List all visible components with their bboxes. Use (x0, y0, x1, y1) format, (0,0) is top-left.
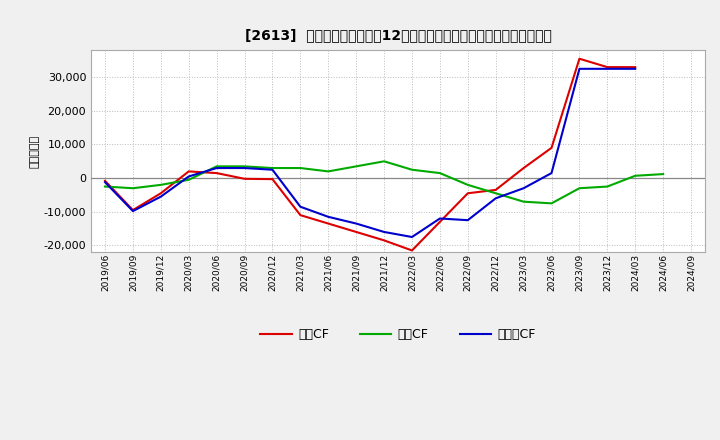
投資CF (575, 186, 584, 191)
営業CF (212, 170, 221, 176)
営業CF (436, 219, 444, 224)
営業CF (129, 207, 138, 213)
営業CF (491, 187, 500, 193)
フリーCF (184, 174, 193, 179)
フリーCF (547, 170, 556, 176)
投資CF (268, 165, 276, 171)
フリーCF (575, 66, 584, 71)
Legend: 営業CF, 投資CF, フリーCF: 営業CF, 投資CF, フリーCF (256, 323, 541, 346)
投資CF (156, 182, 165, 187)
Title: [2613]  キャッシュフローの12か月移動合計の対前年同期増減額の推移: [2613] キャッシュフローの12か月移動合計の対前年同期増減額の推移 (245, 28, 552, 42)
投資CF (212, 164, 221, 169)
フリーCF (491, 196, 500, 201)
営業CF (101, 178, 109, 183)
営業CF (631, 65, 639, 70)
営業CF (268, 176, 276, 182)
投資CF (519, 199, 528, 204)
フリーCF (352, 221, 361, 226)
営業CF (547, 145, 556, 150)
フリーCF (631, 66, 639, 71)
Line: フリーCF: フリーCF (105, 69, 635, 237)
投資CF (547, 201, 556, 206)
フリーCF (379, 229, 388, 235)
投資CF (129, 186, 138, 191)
投資CF (184, 177, 193, 183)
投資CF (324, 169, 333, 174)
投資CF (464, 182, 472, 187)
フリーCF (603, 66, 612, 71)
フリーCF (156, 194, 165, 199)
営業CF (240, 176, 249, 181)
フリーCF (408, 235, 416, 240)
フリーCF (436, 216, 444, 221)
営業CF (352, 229, 361, 235)
投資CF (352, 164, 361, 169)
投資CF (436, 170, 444, 176)
Y-axis label: （百万円）: （百万円） (30, 135, 40, 168)
フリーCF (101, 180, 109, 185)
営業CF (296, 213, 305, 218)
投資CF (631, 173, 639, 178)
営業CF (184, 169, 193, 174)
投資CF (296, 165, 305, 171)
フリーCF (324, 214, 333, 220)
フリーCF (464, 217, 472, 223)
営業CF (156, 191, 165, 196)
フリーCF (129, 209, 138, 214)
フリーCF (268, 167, 276, 172)
営業CF (464, 191, 472, 196)
フリーCF (519, 186, 528, 191)
Line: 営業CF: 営業CF (105, 59, 635, 250)
投資CF (240, 164, 249, 169)
投資CF (603, 184, 612, 189)
営業CF (575, 56, 584, 61)
営業CF (603, 65, 612, 70)
フリーCF (212, 165, 221, 171)
営業CF (408, 248, 416, 253)
営業CF (379, 238, 388, 243)
営業CF (519, 165, 528, 171)
投資CF (491, 191, 500, 196)
Line: 投資CF: 投資CF (105, 161, 663, 203)
投資CF (379, 159, 388, 164)
投資CF (408, 167, 416, 172)
投資CF (659, 172, 667, 177)
営業CF (324, 221, 333, 226)
フリーCF (296, 204, 305, 209)
フリーCF (240, 165, 249, 171)
投資CF (101, 184, 109, 189)
